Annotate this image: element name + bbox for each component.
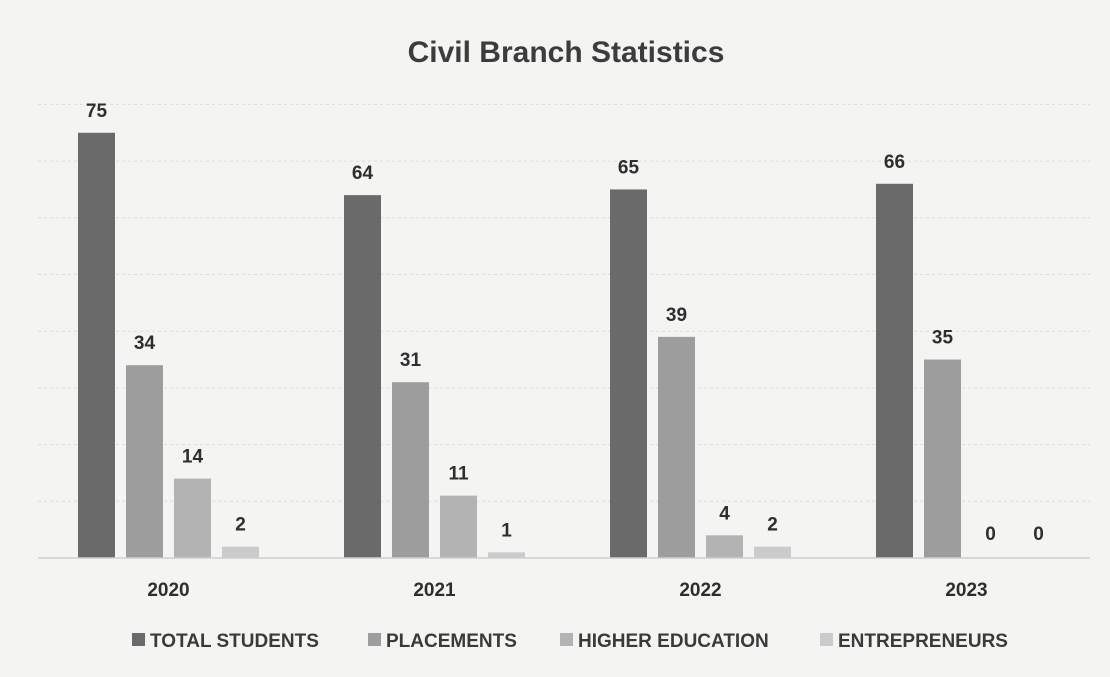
legend: TOTAL STUDENTS PLACEMENTS HIGHER EDUCATION… [132, 631, 1008, 652]
category-labels: 2020 2021 2022 2023 [147, 580, 987, 601]
bar [658, 336, 695, 558]
category-label: 2023 [945, 580, 987, 601]
legend-item: PLACEMENTS [368, 631, 517, 652]
legend-swatch [560, 633, 573, 646]
chart-title: Civil Branch Statistics [408, 36, 725, 69]
data-label: 31 [400, 350, 422, 371]
data-label: 65 [618, 157, 640, 178]
bar [344, 195, 381, 558]
data-label: 64 [352, 163, 374, 184]
data-label: 0 [1033, 524, 1044, 545]
legend-label: HIGHER EDUCATION [578, 631, 769, 652]
data-label: 1 [501, 520, 512, 541]
category-label: 2022 [679, 580, 721, 601]
data-label: 66 [884, 152, 905, 173]
data-label: 39 [666, 305, 687, 326]
bar [126, 365, 163, 558]
bar [610, 189, 647, 558]
data-label: 34 [134, 333, 156, 354]
bars [78, 132, 961, 558]
data-label: 14 [182, 447, 204, 468]
bar [78, 132, 115, 558]
data-label: 2 [767, 515, 778, 536]
legend-item: HIGHER EDUCATION [560, 631, 769, 652]
legend-swatch [368, 633, 381, 646]
data-label: 11 [448, 464, 469, 485]
bar [392, 382, 429, 558]
legend-label: TOTAL STUDENTS [150, 631, 319, 652]
bar [924, 359, 961, 558]
bar [754, 546, 791, 558]
data-label: 35 [932, 328, 954, 349]
legend-item: ENTREPRENEURS [820, 631, 1008, 652]
category-label: 2020 [147, 580, 189, 601]
bar [706, 535, 743, 558]
legend-label: ENTREPRENEURS [838, 631, 1008, 652]
data-label: 2 [235, 515, 246, 536]
category-label: 2021 [413, 580, 456, 601]
data-label: 4 [719, 503, 730, 524]
legend-swatch [820, 633, 833, 646]
gridlines [38, 103, 1090, 502]
bar [876, 183, 913, 558]
bar [222, 546, 259, 558]
legend-item: TOTAL STUDENTS [132, 631, 319, 652]
legend-swatch [132, 633, 145, 646]
legend-label: PLACEMENTS [386, 631, 517, 652]
bar [174, 478, 211, 558]
data-label: 75 [86, 101, 108, 122]
data-label: 0 [985, 524, 996, 545]
bar [488, 552, 525, 558]
bar [440, 495, 477, 558]
